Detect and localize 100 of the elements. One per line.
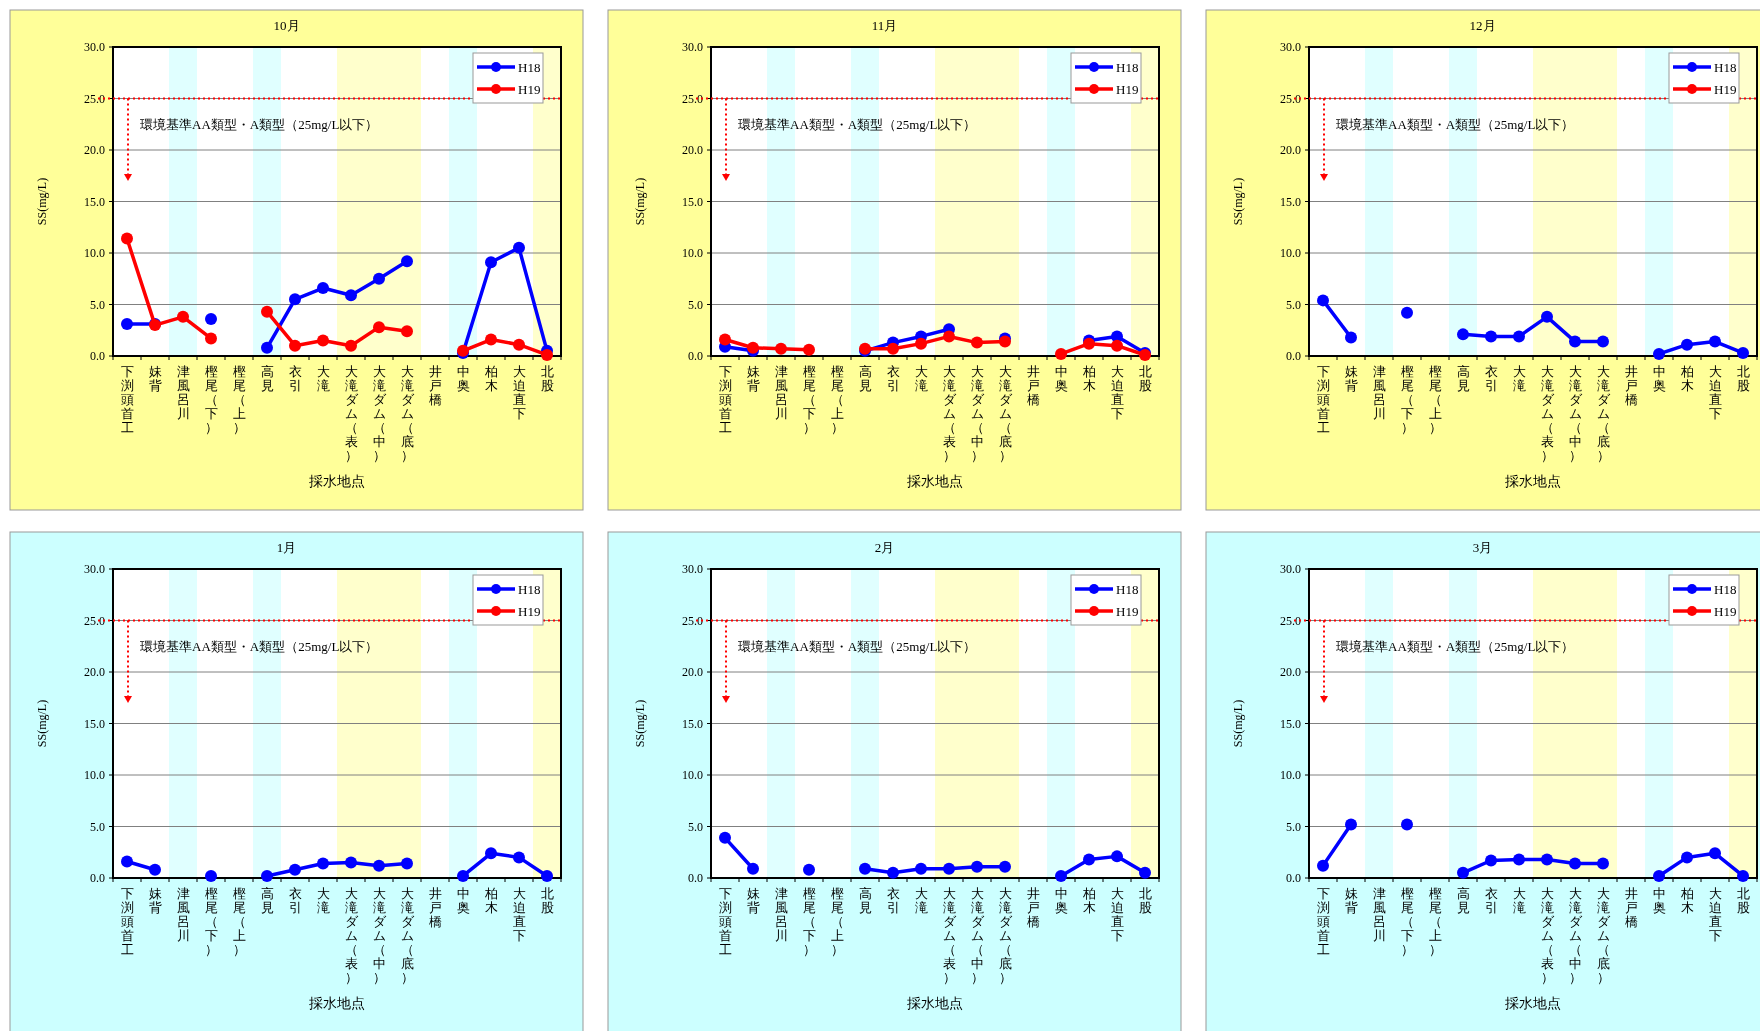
y-tick-label: 25.0 (1280, 91, 1301, 106)
y-tick-label: 20.0 (1280, 665, 1301, 679)
point (121, 318, 133, 331)
point (513, 338, 525, 351)
x-tick-label: 大滝 (1512, 886, 1526, 915)
y-axis-title: SS(mg/L) (633, 177, 647, 226)
y-tick-label: 5.0 (688, 297, 703, 312)
point (1597, 335, 1609, 348)
x-tick-label: 下渕頭首工 (120, 886, 134, 957)
legend-label: H18 (1116, 60, 1139, 75)
y-tick-label: 15.0 (84, 716, 105, 731)
x-tick-label: 高見 (260, 886, 274, 915)
point (859, 862, 871, 875)
point (1681, 851, 1693, 864)
point (401, 325, 413, 338)
x-tick-label: 樫尾（下） (802, 364, 816, 435)
ref-line-label: 環境基準AA類型・A類型（25mg/L以下） (140, 639, 379, 655)
x-axis-title: 採水地点 (907, 996, 963, 1011)
x-tick-label: 中奥 (1652, 364, 1666, 393)
ref-line-label: 環境基準AA類型・A類型（25mg/L以下） (140, 117, 379, 133)
x-tick-label: 大滝ダム（表） (942, 364, 956, 463)
x-tick-label: 大滝ダム（底） (400, 364, 414, 463)
y-tick-label: 30.0 (1280, 40, 1301, 54)
y-axis-title: SS(mg/L) (1231, 699, 1245, 748)
x-tick-label: 衣引 (1484, 364, 1498, 393)
y-tick-label: 20.0 (1280, 143, 1301, 157)
y-tick-label: 25.0 (682, 613, 703, 628)
x-tick-label: 下渕頭首工 (1316, 886, 1330, 957)
x-tick-label: 中奥 (456, 886, 470, 915)
legend-label: H19 (518, 82, 541, 97)
y-tick-label: 30.0 (84, 562, 105, 576)
x-tick-label: 樫尾（下） (204, 886, 218, 957)
point (803, 863, 815, 876)
point (1513, 330, 1525, 343)
x-tick-label: 衣引 (288, 364, 302, 393)
y-tick-label: 10.0 (682, 768, 703, 782)
x-tick-label: 柏木 (484, 364, 498, 393)
point (1541, 310, 1553, 323)
point (1709, 335, 1721, 348)
x-tick-label: 高見 (1456, 364, 1470, 393)
point (317, 282, 329, 295)
x-tick-label: 衣引 (1484, 886, 1498, 915)
point (1055, 869, 1067, 882)
x-tick-label: 大滝 (316, 364, 330, 393)
x-tick-label: 大滝ダム（表） (344, 886, 358, 985)
y-tick-label: 10.0 (1280, 768, 1301, 782)
x-tick-label: 井戸橋 (428, 886, 442, 929)
y-tick-label: 25.0 (84, 91, 105, 106)
x-tick-label: 樫尾（上） (232, 886, 246, 957)
point (1541, 853, 1553, 866)
x-tick-label: 大迫直下 (1708, 364, 1722, 421)
legend-label: H19 (1714, 82, 1737, 97)
x-tick-label: 樫尾（上） (830, 364, 844, 435)
y-tick-label: 25.0 (1280, 613, 1301, 628)
y-axis-title: SS(mg/L) (633, 699, 647, 748)
x-tick-label: 高見 (260, 364, 274, 393)
x-tick-label: 樫尾（下） (1400, 364, 1414, 435)
y-tick-label: 5.0 (1286, 819, 1301, 834)
x-tick-label: 柏木 (484, 886, 498, 915)
x-tick-label: 井戸橋 (1624, 364, 1638, 407)
y-axis-title: SS(mg/L) (35, 699, 49, 748)
ref-line-label: 環境基準AA類型・A類型（25mg/L以下） (1336, 639, 1575, 655)
legend-label: H19 (518, 604, 541, 619)
point (1737, 346, 1749, 359)
x-tick-label: 中奥 (1054, 886, 1068, 915)
y-tick-label: 0.0 (90, 871, 105, 885)
y-tick-label: 20.0 (682, 143, 703, 157)
y-tick-label: 15.0 (84, 194, 105, 209)
point (1401, 306, 1413, 319)
y-axis-title: SS(mg/L) (35, 177, 49, 226)
x-tick-label: 大迫直下 (512, 364, 526, 421)
x-tick-label: 大滝ダム（表） (1540, 364, 1554, 463)
point (485, 256, 497, 269)
y-tick-label: 5.0 (688, 819, 703, 834)
point (401, 255, 413, 268)
x-tick-label: 樫尾（下） (802, 886, 816, 957)
legend-label: H18 (518, 582, 541, 597)
x-tick-label: 衣引 (886, 886, 900, 915)
x-tick-label: 高見 (858, 364, 872, 393)
x-tick-label: 津風呂川 (774, 886, 788, 943)
x-axis-title: 採水地点 (309, 996, 365, 1011)
point (1317, 294, 1329, 307)
point (1083, 853, 1095, 866)
legend-label: H19 (1714, 604, 1737, 619)
x-tick-label: 大迫直下 (1110, 364, 1124, 421)
x-tick-label: 柏木 (1082, 364, 1096, 393)
x-tick-label: 大滝ダム（底） (998, 364, 1012, 463)
x-tick-label: 津風呂川 (774, 364, 788, 421)
y-tick-label: 5.0 (90, 297, 105, 312)
x-tick-label: 大滝ダム（中） (970, 886, 984, 985)
x-tick-label: 北股 (540, 364, 554, 393)
point (747, 862, 759, 875)
y-tick-label: 10.0 (84, 768, 105, 782)
point (915, 862, 927, 875)
x-tick-label: 北股 (1138, 886, 1152, 915)
x-tick-label: 下渕頭首工 (1316, 364, 1330, 435)
x-tick-label: 北股 (1736, 886, 1750, 915)
point (485, 333, 497, 346)
x-tick-label: 衣引 (886, 364, 900, 393)
x-tick-label: 津風呂川 (1372, 364, 1386, 421)
